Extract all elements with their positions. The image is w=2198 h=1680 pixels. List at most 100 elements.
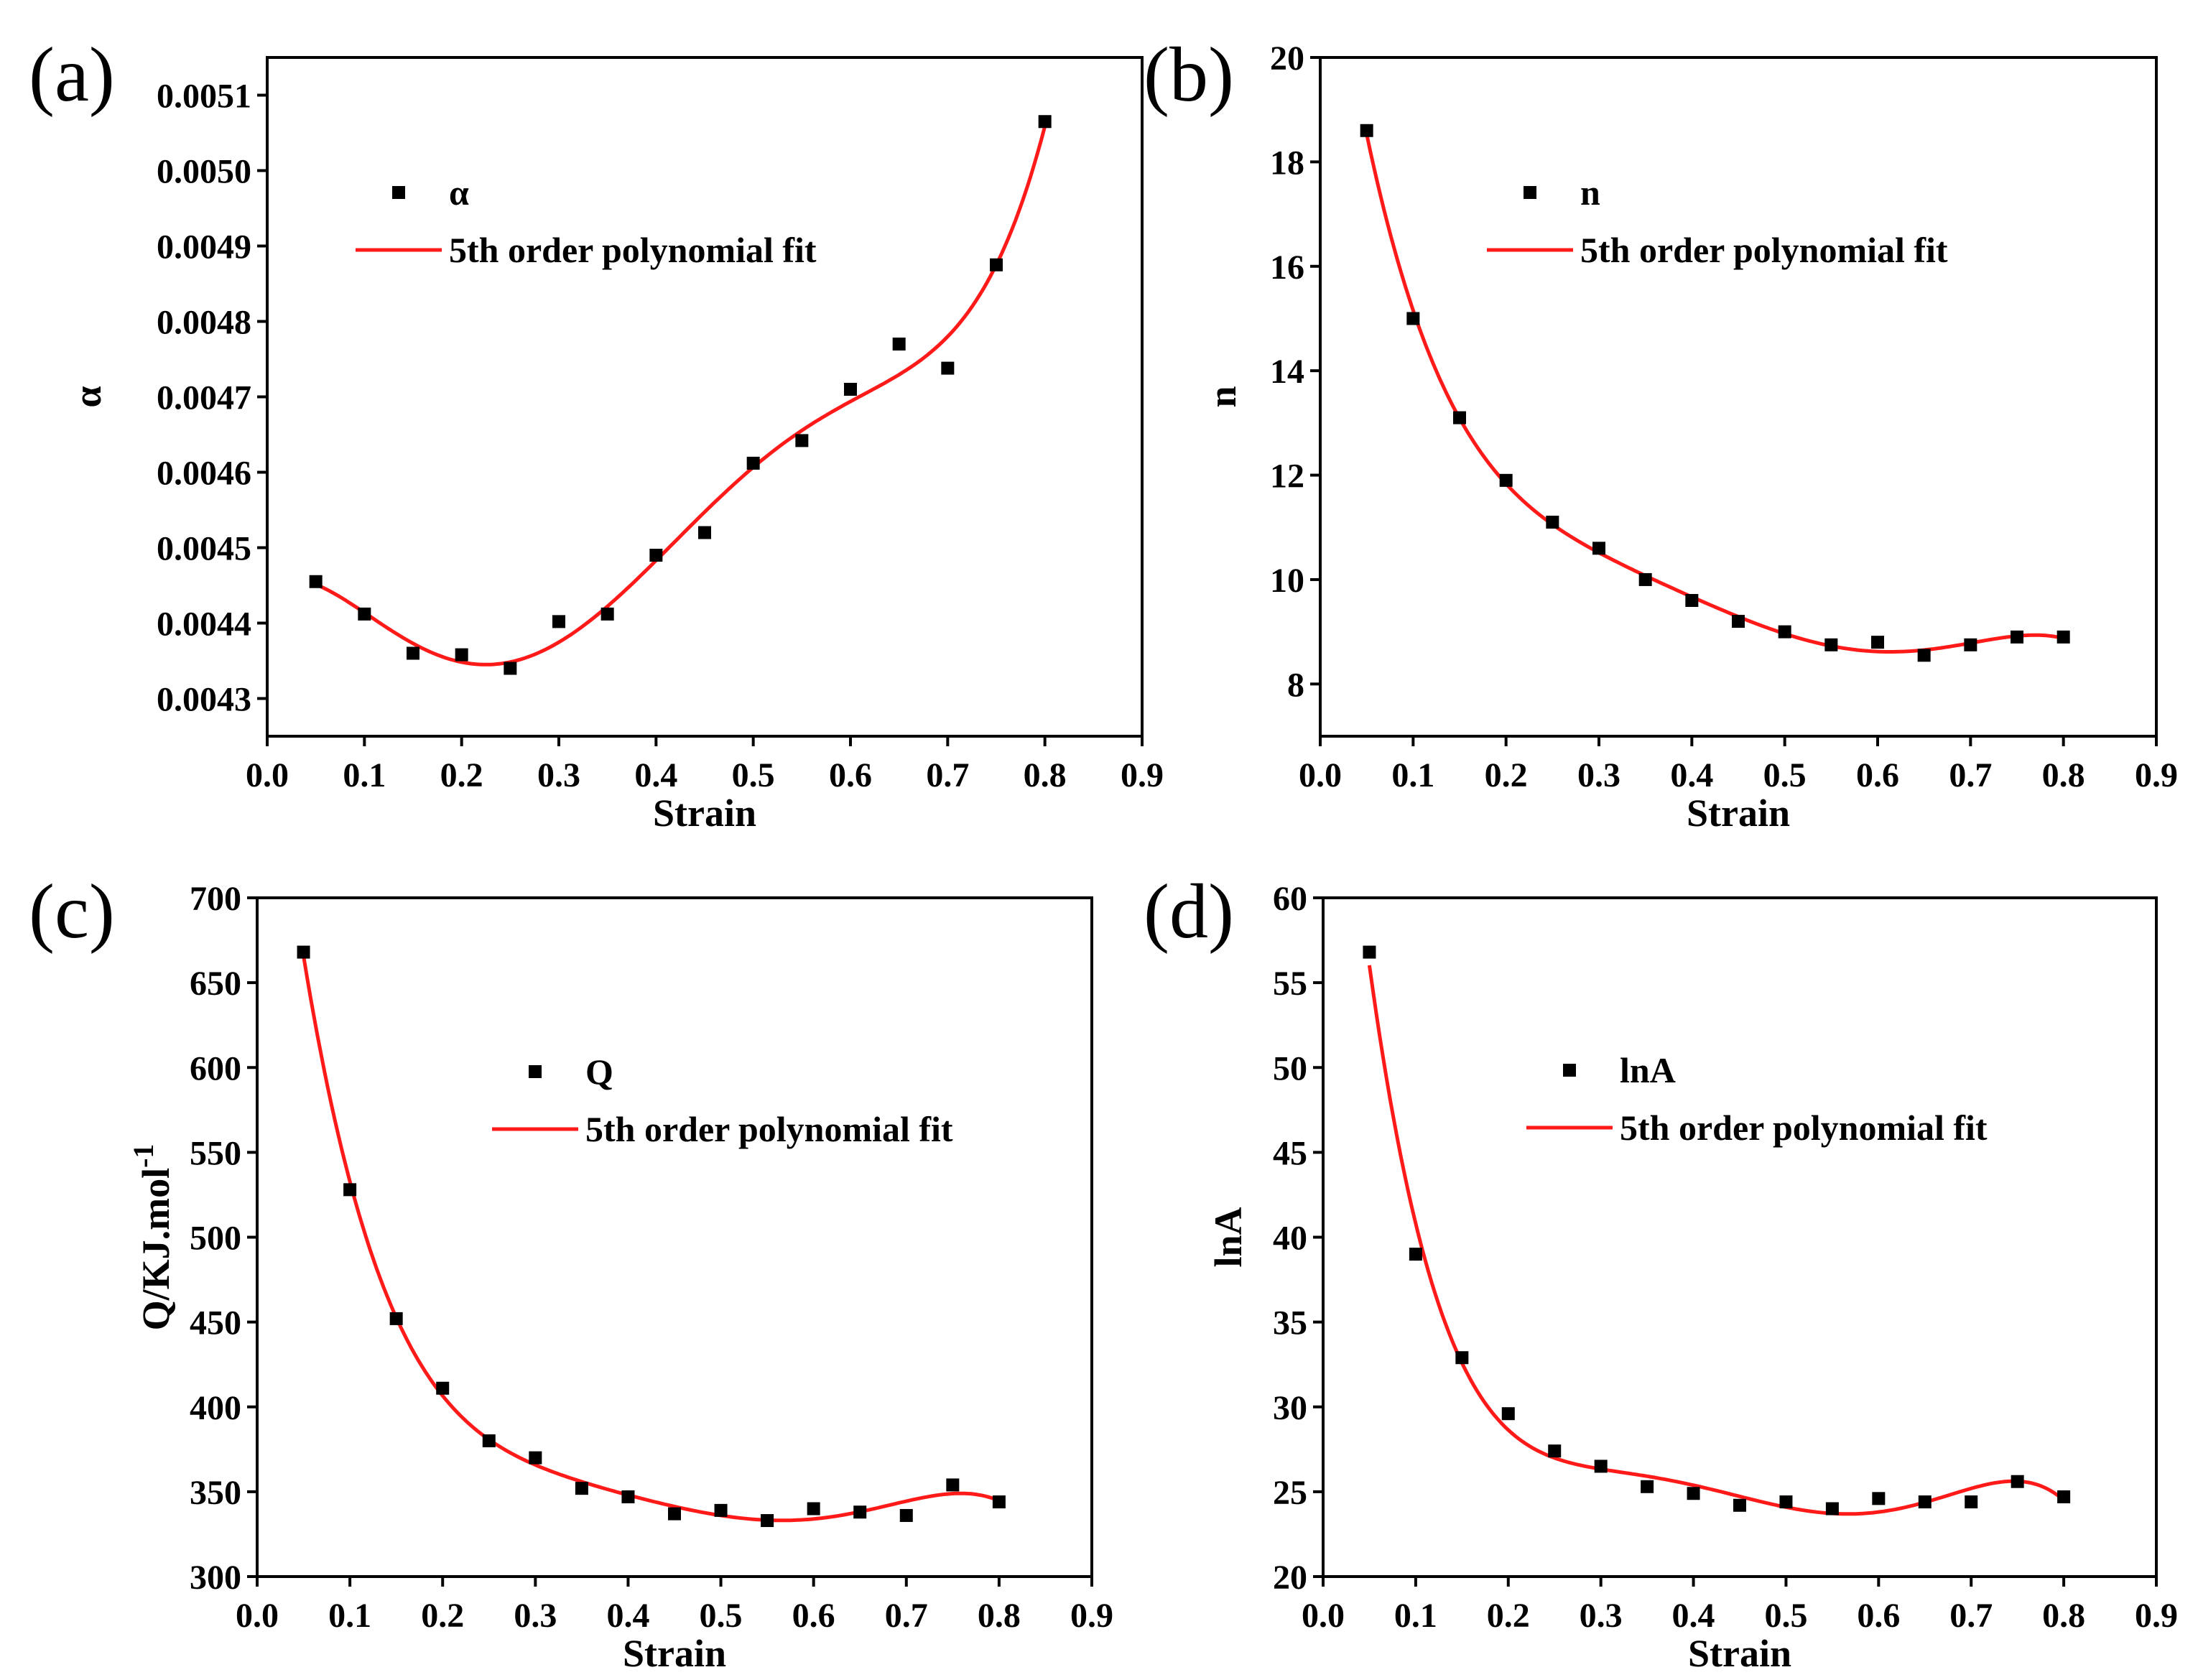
data-point [297, 945, 310, 959]
x-tick-label: 0.8 [2042, 756, 2085, 794]
legend-line-label: 5th order polynomial fit [1620, 1108, 1988, 1148]
legend-marker-label: lnA [1620, 1050, 1676, 1090]
x-tick-label: 0.3 [1577, 756, 1620, 794]
plot-frame [1319, 56, 2158, 738]
data-point [668, 1507, 681, 1521]
plot-frame [256, 896, 1093, 1578]
data-point [1038, 115, 1052, 129]
x-tick-label: 0.2 [1487, 1597, 1530, 1635]
x-tick-label: 0.3 [1580, 1597, 1623, 1635]
x-tick-label: 0.0 [246, 756, 289, 794]
fit-curve [1367, 965, 2065, 1516]
data-point [1778, 625, 1791, 639]
data-point [1453, 411, 1466, 424]
x-tick-label: 0.5 [1763, 756, 1807, 794]
data-point [1641, 1480, 1654, 1493]
x-tick-label: 0.1 [1391, 756, 1434, 794]
y-tick-label: 14 [1270, 353, 1304, 391]
data-point [1687, 1487, 1700, 1500]
data-point [482, 1434, 496, 1447]
legend-line-label: 5th order polynomial fit [585, 1109, 953, 1149]
y-tick-label: 0.0048 [157, 304, 251, 342]
legend-marker-label: Q [585, 1052, 613, 1092]
panel-c: (c) 0.0 0.1 0.2 0.3 0.4 0.5 0.6 0.7 0.8 0.9 300 350 4… [29, 869, 1113, 1675]
data-point [2056, 630, 2070, 644]
x-tick-label: 0.3 [514, 1597, 557, 1635]
fit-curve [1365, 134, 2064, 654]
y-tick-label: 20 [1273, 1559, 1307, 1597]
data-point [1918, 1495, 1932, 1509]
y-tick-label: 550 [190, 1134, 241, 1172]
x-tick-label: 0.5 [700, 1597, 743, 1635]
data-point [1592, 542, 1605, 555]
data-point [649, 549, 663, 562]
x-tick-label: 0.4 [1670, 756, 1713, 794]
legend-marker [392, 186, 405, 199]
y-tick-label: 40 [1273, 1220, 1307, 1258]
data-point [600, 607, 614, 621]
y-tick-label: 0.0046 [157, 455, 251, 493]
x-tick-label: 0.8 [978, 1597, 1021, 1635]
data-point [1360, 124, 1373, 137]
y-tick-label: 600 [190, 1049, 241, 1087]
data-point [552, 615, 565, 628]
y-tick-label: 25 [1273, 1474, 1307, 1512]
x-tick-label: 0.4 [634, 756, 677, 794]
x-tick-label: 0.1 [1394, 1597, 1437, 1635]
data-point [1548, 1444, 1562, 1458]
legend-marker-label: n [1580, 172, 1600, 213]
data-point [1824, 638, 1838, 651]
data-point [807, 1502, 820, 1516]
data-point [1546, 515, 1559, 529]
data-point [1501, 1407, 1515, 1421]
x-tick-label: 0.7 [1949, 756, 1992, 794]
legend: lnA 5th order polynomial fit [1526, 1050, 1988, 1148]
panel-b: (b) 0.0 0.1 0.2 0.3 0.4 0.5 0.6 0.7 0.8 0.9 8 10 12 14… [1144, 32, 2178, 835]
data-point [1638, 572, 1652, 586]
legend-marker [1563, 1064, 1576, 1077]
x-tick-label: 0.4 [1672, 1597, 1715, 1635]
data-point [941, 361, 955, 375]
data-point [2057, 1490, 2071, 1503]
data-point [892, 338, 906, 351]
y-tick-label: 700 [190, 880, 241, 918]
y-tick-label: 8 [1287, 666, 1304, 704]
x-tick-label: 0.6 [1857, 1597, 1900, 1635]
data-point [992, 1495, 1006, 1509]
data-point [1917, 649, 1931, 662]
data-point [621, 1490, 635, 1503]
y-tick-label: 45 [1273, 1134, 1307, 1172]
data-point [407, 646, 419, 660]
legend: Q 5th order polynomial fit [492, 1052, 953, 1149]
y-axis-title: n [1201, 386, 1244, 407]
y-tick-label: 10 [1270, 562, 1304, 600]
y-axis-title: α [66, 386, 109, 407]
y-tick-label: 0.0049 [157, 228, 251, 266]
y-tick-label: 16 [1270, 249, 1304, 287]
legend-line-label: 5th order polynomial fit [449, 230, 817, 270]
data-point [853, 1505, 867, 1519]
y-tick-label: 60 [1273, 880, 1307, 918]
x-tick-label: 0.8 [2042, 1597, 2085, 1635]
data-point [343, 1183, 357, 1197]
y-tick-label: 300 [190, 1559, 241, 1597]
x-tick-label: 0.2 [440, 756, 483, 794]
y-tick-label: 350 [190, 1474, 241, 1512]
y-tick-label: 0.0045 [157, 530, 251, 568]
data-point [1594, 1459, 1608, 1473]
x-tick-label: 0.2 [1485, 756, 1528, 794]
y-tick-label: 12 [1270, 458, 1304, 496]
y-tick-label: 0.0043 [157, 681, 251, 719]
legend: α 5th order polynomial fit [356, 172, 817, 270]
panel-label: (d) [1144, 869, 1234, 955]
fit-curve [302, 955, 1000, 1523]
data-point [1685, 594, 1699, 607]
x-tick-label: 0.0 [1299, 756, 1342, 794]
data-point [1871, 636, 1884, 649]
panel-d: (d) 0.0 0.1 0.2 0.3 0.4 0.5 0.6 0.7 0.8 0.9 20 25 30 3… [1144, 869, 2178, 1675]
data-point [1732, 615, 1745, 628]
data-point [504, 662, 517, 675]
data-point [795, 434, 809, 447]
y-axis-title: lnA [1207, 1207, 1250, 1267]
